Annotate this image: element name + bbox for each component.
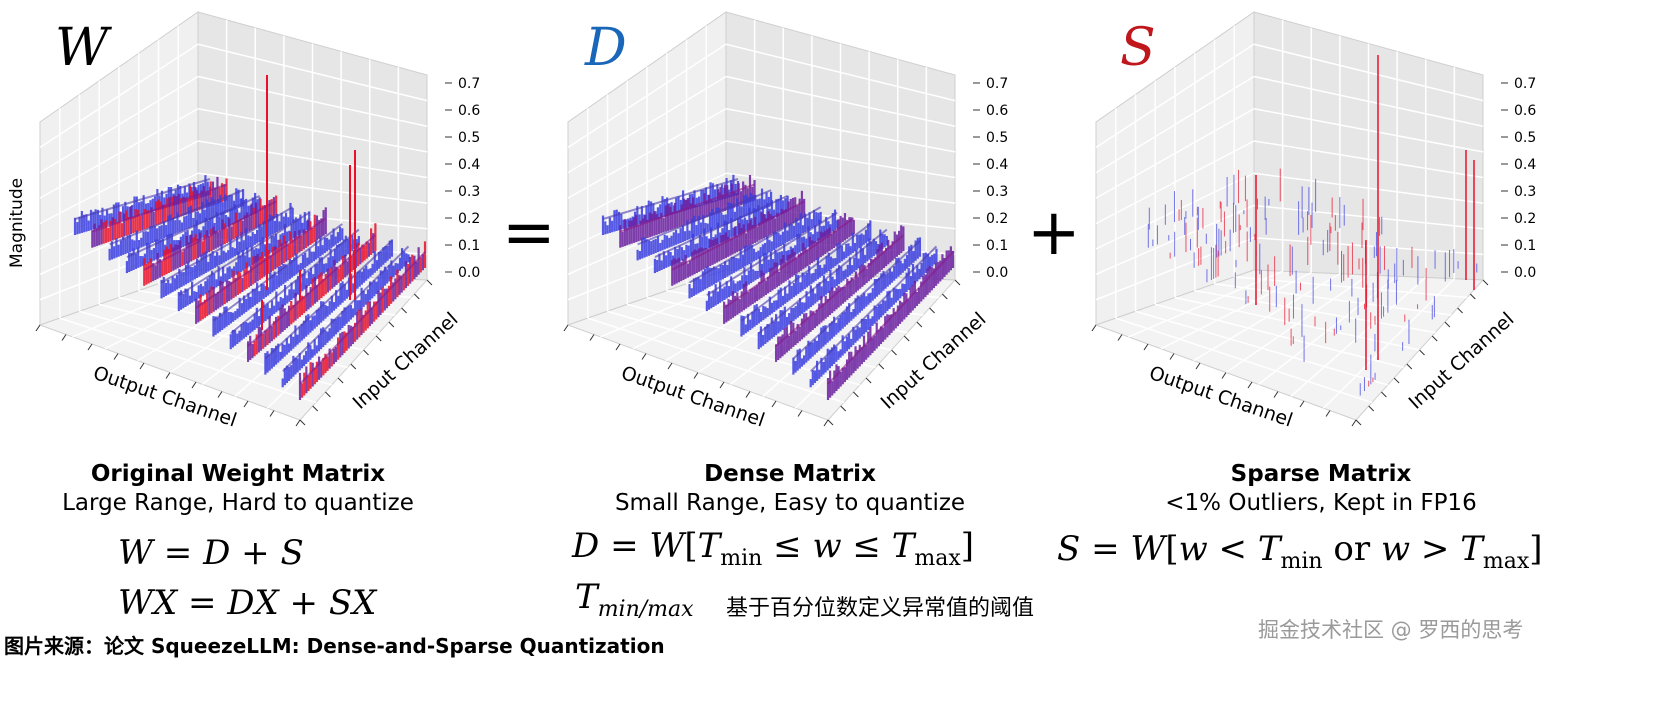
z-tick-label: 0.3 bbox=[458, 184, 480, 200]
formula-wx-eq: WX = DX + SX bbox=[118, 583, 377, 623]
z-tick-label: 0.3 bbox=[1514, 184, 1536, 200]
z-tick-label: 0.0 bbox=[1514, 265, 1536, 281]
z-tick-label: 0.4 bbox=[458, 157, 480, 173]
z-tick-label: 0.6 bbox=[1514, 103, 1536, 119]
subtitle-original: Large Range, Hard to quantize bbox=[62, 490, 414, 516]
z-tick-label: 0.5 bbox=[1514, 130, 1536, 146]
z-tick-label: 0.4 bbox=[1514, 157, 1536, 173]
z-tick-label: 0.7 bbox=[458, 76, 480, 92]
z-tick-label: 0.2 bbox=[1514, 211, 1536, 227]
subtitle-sparse: <1% Outliers, Kept in FP16 bbox=[1165, 490, 1477, 516]
z-tick-label: 0.3 bbox=[986, 184, 1008, 200]
z-tick-label: 0.7 bbox=[986, 76, 1008, 92]
title-sparse: Sparse Matrix bbox=[1230, 461, 1412, 487]
z-tick-label: 0.1 bbox=[986, 238, 1008, 254]
formula-d-def: D = W[Tmin ≤ w ≤ Tmax] bbox=[572, 526, 975, 571]
bar-field bbox=[73, 75, 427, 400]
z-tick-label: 0.6 bbox=[986, 103, 1008, 119]
z-tick-label: 0.4 bbox=[986, 157, 1008, 173]
formula-s-def: S = W[w < Tmin or w > Tmax] bbox=[1057, 529, 1543, 574]
symbol-s: S bbox=[1120, 18, 1156, 78]
symbol-w: W bbox=[55, 18, 109, 78]
z-tick-label: 0.6 bbox=[458, 103, 480, 119]
z-tick-label: 0.1 bbox=[458, 238, 480, 254]
z-tick-label: 0.1 bbox=[1514, 238, 1536, 254]
threshold-description: 基于百分位数定义异常值的阈值 bbox=[726, 596, 1035, 621]
threshold-symbol: Tmin/max bbox=[575, 577, 694, 622]
subtitle-dense: Small Range, Easy to quantize bbox=[614, 490, 966, 516]
z-tick-label: 0.0 bbox=[986, 265, 1008, 281]
plus-sign: + bbox=[1027, 196, 1081, 270]
symbol-d: D bbox=[585, 18, 627, 78]
title-original: Original Weight Matrix bbox=[90, 461, 386, 487]
formula-w-eq: W = D + S bbox=[118, 533, 304, 573]
z-axis-label: Magnitude bbox=[7, 178, 27, 268]
equals-sign: = bbox=[502, 196, 556, 270]
source-caption: 图片来源：论文 SqueezeLLM: Dense-and-Sparse Qua… bbox=[4, 634, 665, 658]
z-tick-label: 0.5 bbox=[458, 130, 480, 146]
watermark: 掘金技术社区 @ 罗西的思考 bbox=[1258, 618, 1524, 642]
z-tick-label: 0.0 bbox=[458, 265, 480, 281]
z-tick-label: 0.5 bbox=[986, 130, 1008, 146]
bar-field bbox=[601, 174, 955, 400]
bar-field bbox=[1147, 55, 1478, 396]
z-tick-label: 0.2 bbox=[986, 211, 1008, 227]
z-tick-label: 0.2 bbox=[458, 211, 480, 227]
z-tick-label: 0.7 bbox=[1514, 76, 1536, 92]
title-dense: Dense Matrix bbox=[704, 461, 876, 487]
